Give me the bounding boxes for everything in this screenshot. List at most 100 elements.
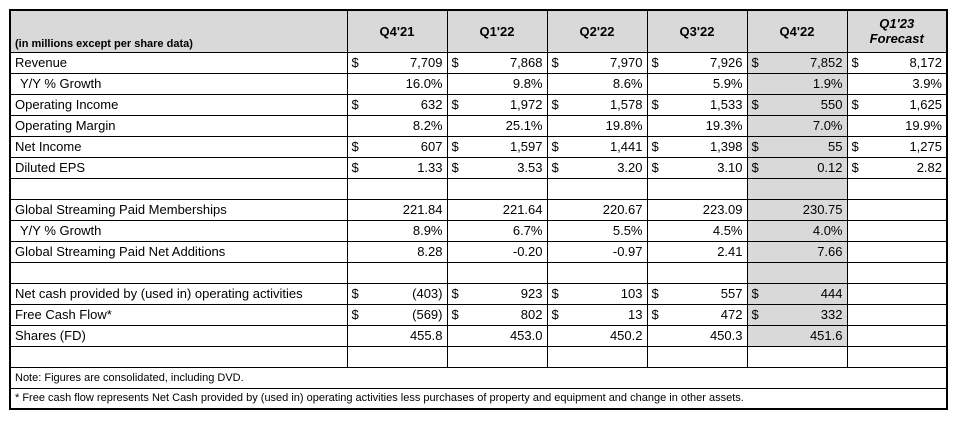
currency-symbol: $ — [551, 307, 559, 322]
empty-label-cell — [9, 261, 348, 284]
empty-cell — [846, 177, 948, 200]
currency-symbol: $ — [351, 307, 359, 322]
currency-symbol: $ — [751, 286, 759, 301]
value-cell: $7,926 — [646, 51, 748, 74]
currency-symbol: $ — [451, 160, 459, 175]
table-row: Global Streaming Paid Memberships 221.84 2… — [9, 198, 948, 221]
quarterly-financials-table: (in millions except per share data) Q4'2… — [9, 9, 948, 410]
cell-number: 1,275 — [909, 139, 942, 154]
cell-number: 7,926 — [709, 55, 743, 70]
cell-number: 923 — [520, 286, 543, 301]
cell-number: (569) — [412, 307, 443, 322]
value-cell: -0.20 — [446, 240, 548, 263]
cell-number: 3.10 — [717, 160, 743, 175]
footnote-text: Note: Figures are consolidated, includin… — [9, 366, 948, 389]
value-cell: $13 — [546, 303, 648, 326]
value-cell — [846, 240, 948, 263]
spacer-row — [9, 261, 948, 284]
value-cell: 453.0 — [446, 324, 548, 347]
table-row: Net cash provided by (used in) operating… — [9, 282, 948, 305]
cell-number: 3.20 — [617, 160, 643, 175]
cell-number: 1,972 — [509, 97, 543, 112]
value-cell: 8.2% — [346, 114, 448, 137]
header-row: (in millions except per share data) Q4'2… — [9, 9, 948, 53]
currency-symbol: $ — [451, 307, 459, 322]
empty-cell — [646, 261, 748, 284]
value-cell: $632 — [346, 93, 448, 116]
cell-number: 472 — [720, 307, 743, 322]
currency-symbol: $ — [551, 97, 559, 112]
value-cell: -0.97 — [546, 240, 648, 263]
currency-symbol: $ — [351, 55, 359, 70]
currency-symbol: $ — [751, 139, 759, 154]
value-cell: $3.53 — [446, 156, 548, 179]
cell-number: 1,533 — [709, 97, 743, 112]
value-cell: $7,970 — [546, 51, 648, 74]
value-cell: 455.8 — [346, 324, 448, 347]
value-cell: $3.20 — [546, 156, 648, 179]
currency-symbol: $ — [451, 286, 459, 301]
currency-symbol: $ — [851, 160, 859, 175]
value-cell: 19.8% — [546, 114, 648, 137]
cell-number: 55 — [828, 139, 843, 154]
value-cell: 7.0% — [746, 114, 848, 137]
currency-symbol: $ — [351, 139, 359, 154]
empty-cell — [746, 177, 848, 200]
value-cell: $55 — [746, 135, 848, 158]
value-cell — [846, 219, 948, 242]
currency-symbol: $ — [351, 160, 359, 175]
table-row: Free Cash Flow* $ (569) $802 $13 $472 $332 — [9, 303, 948, 326]
value-cell: 450.3 — [646, 324, 748, 347]
value-cell: $472 — [646, 303, 748, 326]
value-cell: $332 — [746, 303, 848, 326]
spacer-row — [9, 345, 948, 368]
table-row: Revenue $7,709 $7,868 $7,970 $7,926 $7,852 $8,… — [9, 51, 948, 74]
table-row: Y/Y % Growth 16.0% 9.8% 8.6% 5.9% 1.9% 3.9% — [9, 72, 948, 95]
currency-symbol: $ — [451, 97, 459, 112]
value-cell: $557 — [646, 282, 748, 305]
column-header-q3-22: Q3'22 — [646, 9, 748, 53]
currency-symbol: $ — [751, 97, 759, 112]
column-header-q1-23: Q1'23 Forecast — [846, 9, 948, 53]
value-cell: 3.9% — [846, 72, 948, 95]
cell-number: 607 — [420, 139, 443, 154]
value-cell: $1,398 — [646, 135, 748, 158]
empty-cell — [346, 177, 448, 200]
value-cell: $7,852 — [746, 51, 848, 74]
row-label: Net Income — [9, 135, 348, 158]
cell-number: 632 — [420, 97, 443, 112]
value-cell: 5.5% — [546, 219, 648, 242]
empty-label-cell — [9, 345, 348, 368]
cell-number: 7,852 — [809, 55, 843, 70]
value-cell: $3.10 — [646, 156, 748, 179]
row-label: Y/Y % Growth — [9, 219, 348, 242]
table-row: Operating Margin 8.2% 25.1% 19.8% 19.3% 7.0% 1… — [9, 114, 948, 137]
value-cell: $7,868 — [446, 51, 548, 74]
note-row: Note: Figures are consolidated, includin… — [9, 366, 948, 389]
column-header-q4-21: Q4'21 — [346, 9, 448, 53]
currency-symbol: $ — [551, 286, 559, 301]
row-label: Revenue — [9, 51, 348, 74]
empty-cell — [446, 261, 548, 284]
empty-cell — [646, 177, 748, 200]
value-cell: 2.41 — [646, 240, 748, 263]
value-cell: 25.1% — [446, 114, 548, 137]
table-row: Net Income $607 $1,597 $1,441 $1,398 $55 $1,27… — [9, 135, 948, 158]
value-cell: $ (403) — [346, 282, 448, 305]
currency-symbol: $ — [451, 139, 459, 154]
currency-symbol: $ — [651, 55, 659, 70]
currency-symbol: $ — [351, 97, 359, 112]
value-cell: $2.82 — [846, 156, 948, 179]
empty-cell — [846, 345, 948, 368]
value-cell: $802 — [446, 303, 548, 326]
cell-number: 1,578 — [609, 97, 643, 112]
value-cell: 223.09 — [646, 198, 748, 221]
value-cell: $923 — [446, 282, 548, 305]
value-cell: $1,597 — [446, 135, 548, 158]
cell-number: 103 — [620, 286, 643, 301]
note-row: * Free cash flow represents Net Cash pro… — [9, 387, 948, 410]
empty-cell — [446, 177, 548, 200]
value-cell: 8.6% — [546, 72, 648, 95]
currency-symbol: $ — [351, 286, 359, 301]
value-cell: 4.5% — [646, 219, 748, 242]
